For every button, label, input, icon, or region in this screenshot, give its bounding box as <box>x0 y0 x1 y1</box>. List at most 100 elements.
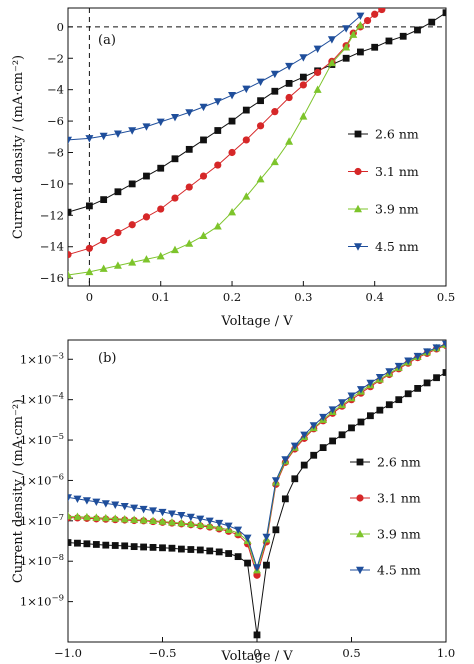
a-point-3-1-nm <box>157 205 165 213</box>
a-y-tick-label: −12 <box>40 208 64 222</box>
panel-a-legend: 2.6 nm 3.1 nm 3.9 nm 4.5 nm <box>348 127 419 254</box>
b-point-4-5-nm <box>120 503 129 511</box>
a-point-4-5-nm <box>156 118 165 127</box>
b-point-3-9-nm <box>196 520 205 528</box>
a-point-3-9-nm <box>185 239 194 247</box>
b-point-4-5-nm <box>73 495 82 504</box>
a-legend-marker <box>354 130 362 138</box>
b-point-2-6-nm <box>329 437 336 445</box>
panel-b-series <box>68 340 446 639</box>
a-point-3-1-nm <box>314 68 322 76</box>
a-point-2-6-nm <box>228 117 236 125</box>
a-series-3-9-nm <box>68 21 365 279</box>
b-point-4-5-nm <box>262 533 271 542</box>
b-y-tick-label: 1×10−5 <box>20 432 64 447</box>
a-legend-label: 3.9 nm <box>375 202 419 217</box>
b-point-2-6-nm <box>423 379 431 387</box>
a-x-tick-label: 0.4 <box>366 290 384 304</box>
a-legend-label: 2.6 nm <box>375 127 419 142</box>
a-point-3-9-nm <box>242 192 251 200</box>
b-point-2-6-nm <box>404 390 412 398</box>
b-point-3-9-nm <box>177 518 186 527</box>
a-point-3-9-nm <box>213 222 222 230</box>
a-point-2-6-nm <box>185 145 193 153</box>
a-y-tick-label: −2 <box>47 51 64 65</box>
b-point-2-6-nm <box>121 542 129 550</box>
b-legend-label: 4.5 nm <box>377 563 421 578</box>
a-point-4-5-nm <box>285 62 294 71</box>
b-point-4-5-nm <box>366 379 375 388</box>
a-point-3-1-nm <box>142 213 151 221</box>
b-point-4-5-nm <box>442 340 446 349</box>
a-y-tick-label: 0 <box>57 20 64 34</box>
a-point-2-6-nm <box>271 87 279 95</box>
a-series-4-5-nm <box>68 12 365 145</box>
b-point-4-5-nm <box>82 497 91 505</box>
a-point-3-9-nm <box>68 270 72 279</box>
b-point-2-6-nm <box>159 544 166 552</box>
b-point-4-5-nm <box>356 386 365 394</box>
a-line-3-9-nm <box>68 24 361 276</box>
b-point-4-5-nm <box>224 522 233 531</box>
a-legend-label: 3.1 nm <box>375 164 419 179</box>
a-point-3-9-nm <box>356 21 365 29</box>
a-y-tick-label: −8 <box>47 145 64 159</box>
a-point-3-1-nm <box>271 108 279 116</box>
panel-b-label: (b) <box>98 351 116 366</box>
a-point-3-9-nm <box>270 157 279 166</box>
b-legend-label: 3.9 nm <box>377 527 421 542</box>
b-point-3-9-nm <box>111 514 120 522</box>
b-point-2-6-nm <box>83 540 91 548</box>
b-point-2-6-nm <box>357 418 365 426</box>
a-point-2-6-nm <box>200 136 207 144</box>
panel-a-jv-curves: 0 0.1 0.2 0.3 0.4 0.5 −16 −14 −12 −10 −8 −6 −4 −2 0 (… <box>11 7 455 329</box>
a-point-2-6-nm <box>442 9 446 17</box>
a-legend-marker <box>354 204 362 213</box>
a-point-4-5-nm <box>327 36 336 44</box>
b-point-4-5-nm <box>413 352 422 361</box>
a-point-3-9-nm <box>113 261 122 269</box>
b-point-4-5-nm <box>215 519 224 528</box>
b-point-4-5-nm <box>167 510 176 518</box>
panel-b-y-ticks: 1×10−9 1×10−8 1×10−7 1×10−6 1×10−5 1×10−4 1×10… <box>20 351 73 609</box>
a-point-3-1-nm <box>100 236 108 245</box>
a-point-2-6-nm <box>68 208 72 216</box>
a-point-3-1-nm <box>114 228 122 237</box>
panel-b-x-axis-label: Voltage / V <box>220 649 293 664</box>
a-point-3-1-nm <box>128 221 136 229</box>
b-point-2-6-nm <box>395 396 403 404</box>
a-point-3-1-nm <box>242 136 250 144</box>
b-legend-marker <box>356 566 364 575</box>
a-point-4-5-nm <box>242 85 251 94</box>
a-point-2-6-nm <box>214 127 222 134</box>
b-x-tick-label: 0.5 <box>342 646 360 660</box>
a-y-tick-label: −4 <box>47 83 64 97</box>
b-point-4-5-nm <box>130 504 139 513</box>
a-point-4-5-nm <box>170 113 179 122</box>
b-point-4-5-nm <box>234 526 243 534</box>
b-point-3-1-nm <box>253 571 261 579</box>
b-point-4-5-nm <box>300 431 309 439</box>
b-point-2-6-nm <box>168 544 176 552</box>
a-point-3-1-nm <box>68 250 72 259</box>
b-legend-marker <box>356 458 364 466</box>
a-point-3-9-nm <box>342 43 351 51</box>
a-legend-marker <box>354 167 362 176</box>
b-point-2-6-nm <box>206 547 214 555</box>
b-point-4-5-nm <box>309 422 318 430</box>
b-point-4-5-nm <box>139 505 148 514</box>
a-point-3-1-nm <box>363 16 372 25</box>
b-point-2-6-nm <box>74 539 81 547</box>
panel-a-x-axis-label: Voltage / V <box>220 314 293 329</box>
a-point-3-9-nm <box>327 58 336 67</box>
a-point-2-6-nm <box>371 43 379 51</box>
b-point-3-9-nm <box>73 512 82 520</box>
a-point-3-9-nm <box>299 112 308 120</box>
b-point-2-6-nm <box>178 545 185 553</box>
b-point-2-6-nm <box>272 526 280 534</box>
a-point-2-6-nm <box>385 37 393 45</box>
a-point-3-9-nm <box>199 231 208 239</box>
a-point-4-5-nm <box>68 136 72 145</box>
panel-a-y-ticks: −16 −14 −12 −10 −8 −6 −4 −2 0 <box>40 20 73 285</box>
